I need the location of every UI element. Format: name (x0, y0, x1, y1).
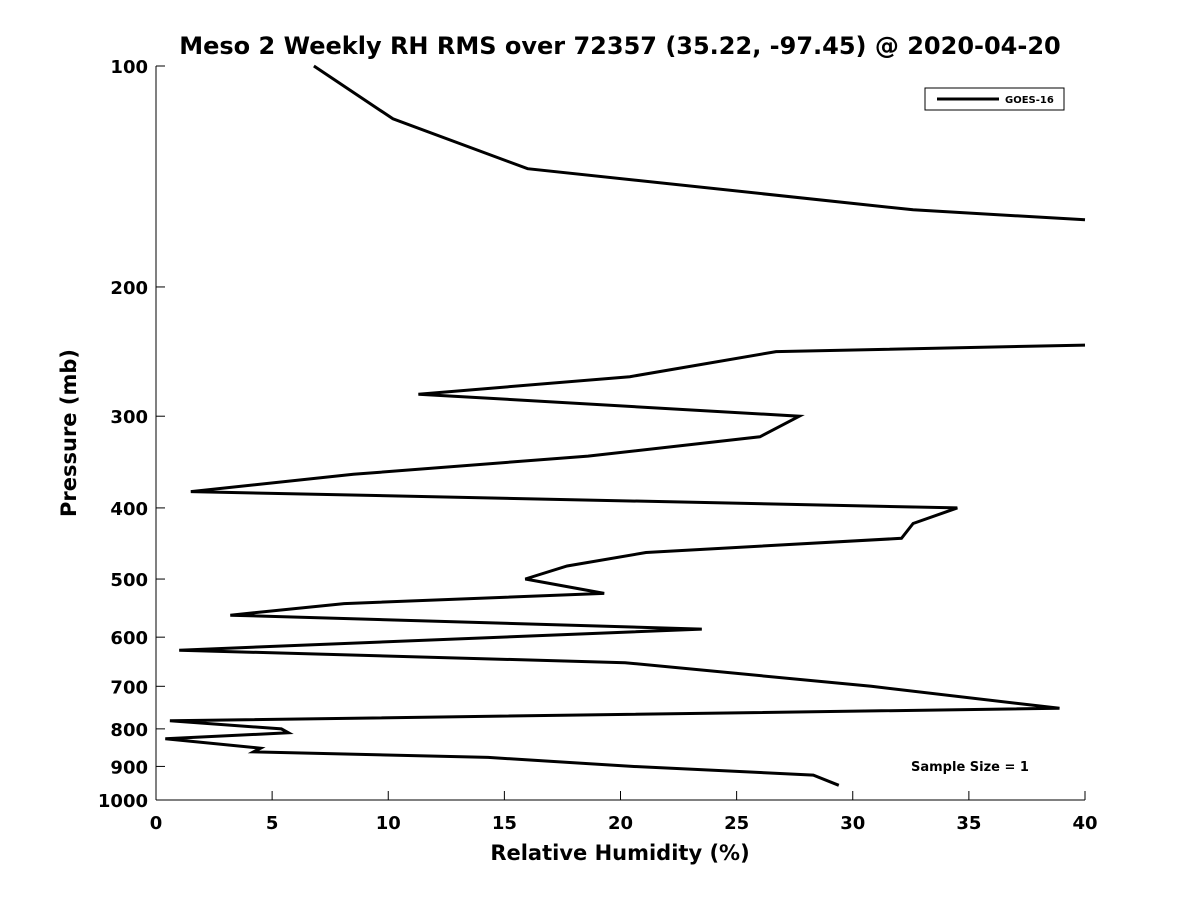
y-tick-label: 200 (110, 278, 148, 299)
y-axis-label: Pressure (mb) (57, 349, 81, 517)
y-tick-label: 600 (110, 628, 148, 649)
x-axis-label: Relative Humidity (%) (490, 841, 749, 865)
y-tick-label: 300 (110, 407, 148, 428)
y-tick-label: 500 (110, 570, 148, 591)
chart-title: Meso 2 Weekly RH RMS over 72357 (35.22, … (179, 32, 1061, 60)
series-line-0 (165, 343, 1086, 787)
y-tick-label: 400 (110, 499, 148, 520)
y-tick-label: 900 (110, 757, 148, 778)
legend: GOES-16 (924, 87, 1065, 111)
x-tick-label: 5 (266, 813, 279, 834)
y-tick-label: 800 (110, 720, 148, 741)
x-tick-label: 20 (608, 813, 633, 834)
y-tick-label: 100 (110, 57, 148, 78)
legend-label: GOES-16 (1005, 95, 1054, 106)
series-group (165, 64, 1086, 787)
y-tick-label: 1000 (98, 791, 148, 812)
x-tick-label: 40 (1072, 813, 1097, 834)
y-ticks: 100 200 300 400 500 600 700 800 900 1000 (98, 57, 165, 812)
x-tick-label: 0 (150, 813, 163, 834)
x-ticks: 0 5 10 15 20 25 30 35 40 (150, 791, 1098, 834)
sample-size-annotation: Sample Size = 1 (911, 760, 1029, 775)
series-line-1 (313, 64, 1086, 222)
y-tick-label: 700 (110, 677, 148, 698)
x-tick-label: 30 (840, 813, 865, 834)
x-tick-label: 10 (376, 813, 401, 834)
x-tick-label: 25 (724, 813, 749, 834)
x-tick-label: 15 (492, 813, 517, 834)
x-tick-label: 35 (956, 813, 981, 834)
